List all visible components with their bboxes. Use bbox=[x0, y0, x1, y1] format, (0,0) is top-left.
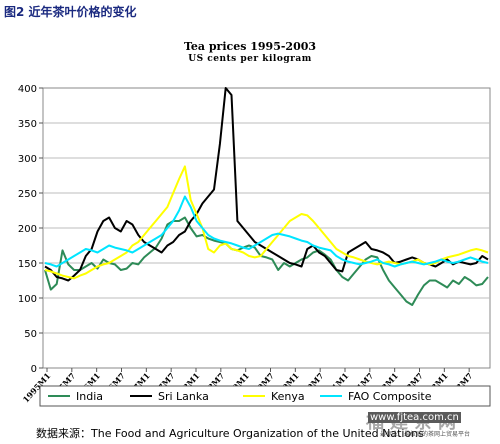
legend-label: Sri Lanka bbox=[158, 390, 209, 403]
source-note: 数据来源：The Food and Agriculture Organizati… bbox=[36, 427, 424, 440]
y-axis: 0 50 100 150 200 250 300 350 400 bbox=[18, 84, 43, 375]
y-tick-label: 350 bbox=[18, 119, 37, 130]
figure-heading: 图2 近年茶叶价格的变化 bbox=[4, 5, 137, 19]
legend-label: India bbox=[76, 390, 103, 403]
series-line-kenya bbox=[44, 165, 489, 280]
watermark-tagline: 最专业、最权威的茶网上贸易平台 bbox=[380, 431, 471, 438]
legend-label: FAO Composite bbox=[348, 390, 432, 403]
chart-subtitle: US cents per kilogram bbox=[188, 54, 312, 64]
y-tick-label: 400 bbox=[18, 84, 37, 95]
y-tick-label: 200 bbox=[18, 224, 37, 235]
y-tick-label: 150 bbox=[18, 259, 37, 270]
series-line-fao-composite bbox=[44, 195, 489, 268]
y-tick-label: 50 bbox=[24, 329, 37, 340]
y-tick-label: 0 bbox=[31, 364, 37, 375]
series-line-india bbox=[44, 216, 489, 306]
legend: India Sri Lanka Kenya FAO Composite bbox=[39, 385, 491, 407]
watermark-url[interactable]: www.fjtea.com.cn bbox=[368, 412, 461, 423]
legend-label: Kenya bbox=[271, 390, 305, 403]
chart-title: Tea prices 1995-2003 bbox=[183, 40, 317, 53]
y-tick-label: 250 bbox=[18, 189, 37, 200]
y-tick-label: 100 bbox=[18, 294, 37, 305]
y-tick-label: 300 bbox=[18, 154, 37, 165]
series-lines bbox=[44, 87, 489, 306]
